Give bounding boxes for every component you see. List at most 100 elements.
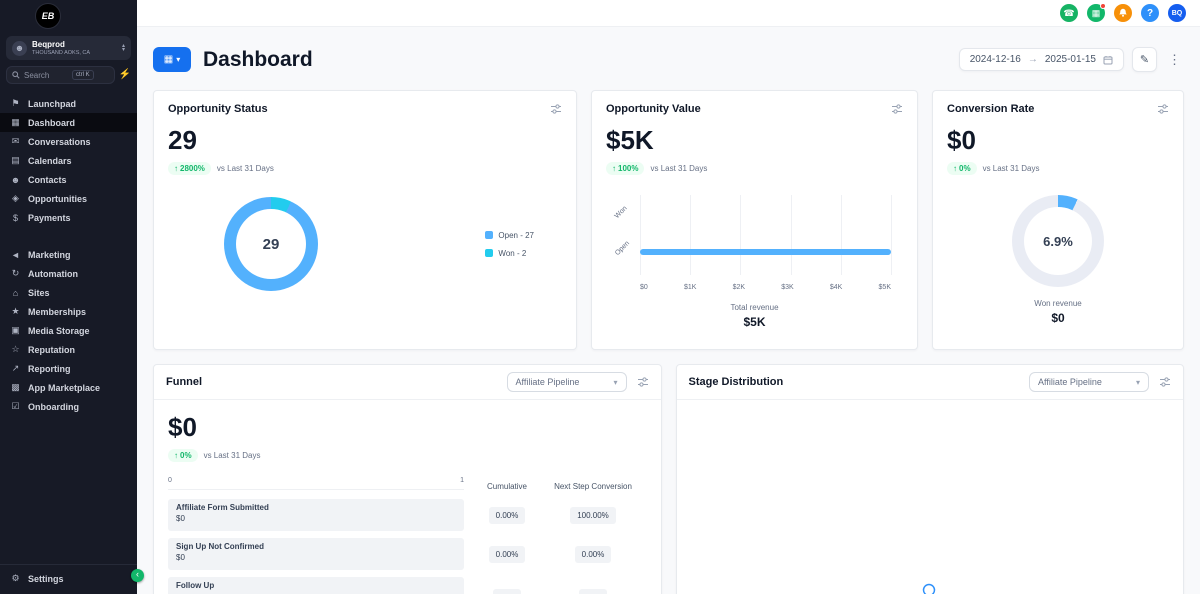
y-axis-label-open: Open [614,239,632,258]
account-switcher[interactable]: ☻ Beqprod THOUSAND AOKS, CA ▴ ▾ [6,36,131,60]
search-input[interactable] [24,70,68,80]
sidebar-item-reporting[interactable]: ↗ Reporting [11,363,71,374]
pipeline-select[interactable]: Affiliate Pipeline ▾ [506,372,627,392]
app-marketplace-icon: ▩ [11,382,20,392]
value-bar-chart[interactable]: Won Open $0 $1K $2K $3K $4K $5K [614,195,892,291]
card-title: Stage Distribution [688,376,784,388]
opportunity-value-card: Opportunity Value $5K ↑ 100% vs Last 31 D… [591,90,918,350]
delta-badge: ↑ 2800% [168,162,211,175]
funnel-table: 0 1 Affiliate Form Submitted $0 Sign Up … [168,476,647,594]
page-header: ▦ ▾ Dashboard 2024-12-16 → 2025-01-15 ✎ … [153,47,1184,72]
sidebar-item-reputation[interactable]: ☆ Reputation [11,344,75,355]
sidebar-item-sites[interactable]: ⌂ Sites [0,283,137,302]
account-avatar-icon: ☻ [12,40,27,56]
reporting-icon: ↗ [11,363,20,373]
cumulative-cell: 0.00% [488,545,526,563]
sidebar-item-app-marketplace[interactable]: ▩ App Marketplace [11,382,101,393]
sidebar-item-media-storage[interactable]: ▣ Media Storage [11,325,90,336]
cumulative-cell [493,589,521,594]
zoom-search-icon[interactable] [921,582,939,594]
sidebar-collapse-toggle[interactable]: ‹ [131,569,144,582]
sidebar-item-automation[interactable]: ↻ Automation [11,268,78,279]
chart-options-icon[interactable] [637,376,649,388]
sidebar-item-conversations[interactable]: ✉ Conversations [11,136,91,147]
status-donut-section: 29 Open - 27 Won - 2 [168,197,562,291]
sites-icon: ⌂ [12,287,19,298]
conversion-rate-value: $0 [947,125,976,155]
opportunity-status-value: 29 [168,125,197,155]
sidebar-item-memberships[interactable]: ★ Memberships [11,306,87,317]
account-switch-chevrons-icon: ▴ ▾ [121,43,125,53]
conversion-donut-chart[interactable]: 6.9% [1012,195,1104,287]
notifications-bell-icon[interactable] [1114,4,1132,22]
open-value-bar[interactable] [640,249,891,255]
user-avatar[interactable]: BQ [1168,4,1186,22]
legend-item-open[interactable]: Open - 27 [485,231,534,240]
next-step-column-header: Next Step Conversion [554,481,632,491]
chart-options-icon[interactable] [1157,103,1169,115]
contacts-icon: ☻ [10,174,21,185]
calendar-icon: ▤ [11,155,20,165]
date-range-picker[interactable]: 2024-12-16 → 2025-01-15 [958,48,1124,71]
more-options-kebab-icon[interactable]: ⋮ [1168,51,1181,67]
chart-options-icon[interactable] [550,103,562,115]
page-title: Dashboard [203,47,313,71]
date-end: 2025-01-15 [1044,54,1096,65]
card-title: Opportunity Value [606,103,701,115]
next-step-cell: 0.00% [574,545,612,563]
main-area: ☎ ▦ ? BQ ▦ ▾ Dashboard 2024-12 [137,0,1200,594]
sidebar-item-payments[interactable]: $ Payments [0,208,137,227]
chart-options-icon[interactable] [1159,376,1171,388]
status-donut-chart[interactable]: 29 [224,197,318,291]
date-start: 2024-12-16 [969,54,1021,65]
delta-badge: ↑ 100% [606,162,645,175]
pencil-icon: ✎ [1139,54,1150,66]
pipeline-select[interactable]: Affiliate Pipeline ▾ [1029,372,1149,392]
legend-item-won[interactable]: Won - 2 [485,249,534,258]
sidebar-item-onboarding[interactable]: ☑ Onboarding [11,401,79,412]
reputation-icon: ☆ [11,344,20,354]
sidebar-item-launchpad[interactable]: ⚑ Launchpad [11,98,77,109]
sidebar-item-calendars[interactable]: ▤ Calendars [11,155,72,166]
search-box[interactable]: ctrl K [6,66,115,84]
brand-logo[interactable]: EB [35,3,61,29]
funnel-stage-bar[interactable]: Affiliate Form Submitted $0 [168,499,464,531]
dashboard-icon: ▦ [11,117,20,127]
opportunity-status-card: Opportunity Status 29 ↑ 2800% vs Last 31 … [153,90,577,350]
dashboard-switcher-button[interactable]: ▦ ▾ [153,47,191,72]
logo-row: EB [0,0,137,32]
help-icon[interactable]: ? [1141,4,1159,22]
stage-distribution-card: Stage Distribution Affiliate Pipeline ▾ [675,364,1184,594]
chart-options-icon[interactable] [891,103,903,115]
quick-action-icon[interactable]: ⚡ [118,69,131,80]
account-name: Beqprod [32,40,65,49]
media-storage-icon: ▣ [11,325,20,335]
date-arrow-icon: → [1027,54,1038,65]
sidebar-item-dashboard[interactable]: ▦ Dashboard [0,113,137,132]
opportunities-icon: ◈ [12,193,19,203]
delta-badge: ↑ 0% [168,449,198,462]
next-step-cell [579,589,607,594]
funnel-stage-bar[interactable]: Follow Up [168,577,464,594]
sidebar-item-marketing[interactable]: ◄ Marketing [11,249,71,260]
edit-dashboard-button[interactable]: ✎ [1132,47,1157,72]
won-revenue-value: $0 [1051,311,1065,325]
nav-section-gap [0,227,137,245]
sidebar-item-opportunities[interactable]: ◈ Opportunities [0,189,137,208]
search-icon [12,71,20,79]
vs-period-label: vs Last 31 Days [982,164,1040,173]
memberships-icon: ★ [11,306,20,316]
launchpad-icon: ⚑ [11,98,20,108]
onboarding-icon: ☑ [11,401,20,411]
card-title: Funnel [166,376,203,388]
account-location: THOUSAND AOKS, CA [32,50,91,56]
conversations-icon: ✉ [11,136,20,146]
funnel-stage-bar[interactable]: Sign Up Not Confirmed $0 [168,538,464,570]
phone-icon[interactable]: ☎ [1060,4,1078,22]
sidebar-item-contacts[interactable]: ☻ Contacts [10,174,67,185]
sidebar-item-settings[interactable]: ⚙ Settings [11,573,64,584]
chevron-down-icon: ▾ [176,55,181,64]
app-launcher-icon[interactable]: ▦ [1087,3,1106,22]
cards-row-1: Opportunity Status 29 ↑ 2800% vs Last 31 … [153,90,1184,350]
